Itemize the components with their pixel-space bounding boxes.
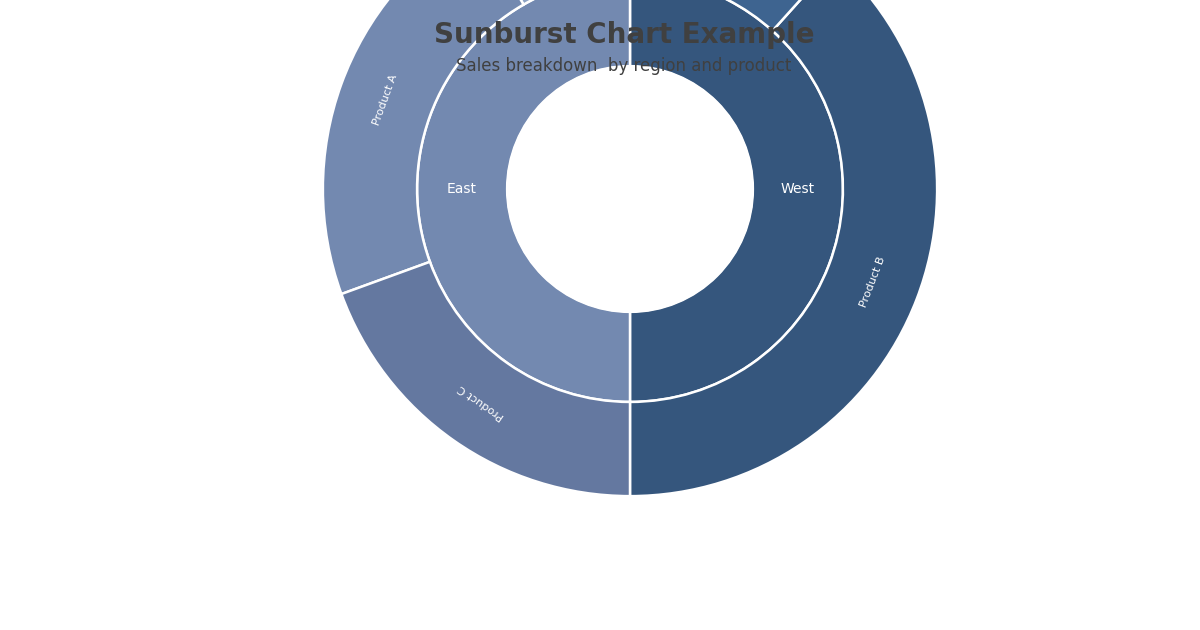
Wedge shape [674, 0, 835, 31]
Text: Sales breakdown  by region and product: Sales breakdown by region and product [456, 57, 792, 75]
Text: Product B: Product B [858, 255, 887, 309]
Wedge shape [418, 0, 630, 402]
Circle shape [508, 66, 752, 312]
Wedge shape [323, 0, 523, 294]
Text: Sunburst Chart Example: Sunburst Chart Example [433, 21, 815, 49]
Text: Product A: Product A [372, 73, 400, 127]
Text: East: East [448, 182, 478, 196]
Wedge shape [476, 0, 593, 4]
Wedge shape [630, 0, 842, 402]
Text: West: West [781, 182, 815, 196]
Wedge shape [341, 262, 630, 496]
Wedge shape [630, 0, 937, 496]
Text: Product C: Product C [456, 382, 505, 421]
